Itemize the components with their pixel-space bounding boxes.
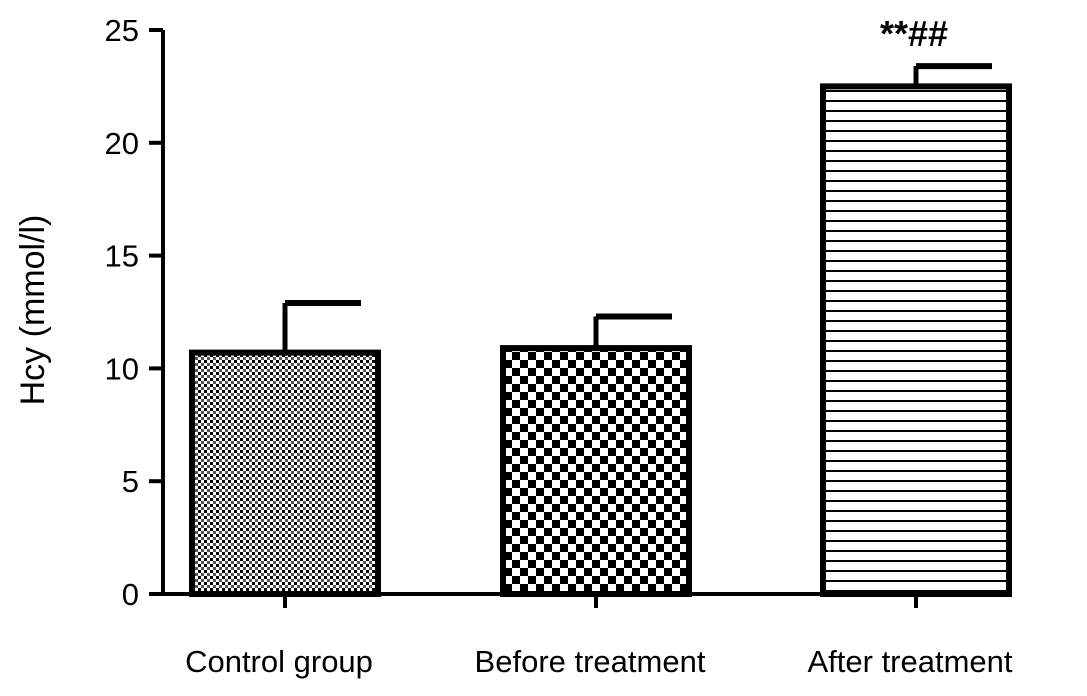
y-tick-label: 5 [122, 464, 139, 499]
y-tick-label: 0 [122, 577, 139, 612]
error-bars [282, 63, 992, 353]
bar-control-group [189, 349, 381, 597]
bar-before-treatment [500, 345, 692, 598]
bars [189, 83, 1012, 598]
y-tick-label: 20 [105, 126, 139, 161]
y-tick-label: 15 [105, 239, 139, 274]
x-category-label: Before treatment [475, 644, 706, 679]
x-category-label: After treatment [807, 644, 1012, 679]
significance-marker: **## [880, 13, 948, 54]
x-category-label: Control group [185, 644, 373, 679]
y-tick-label: 10 [105, 351, 139, 386]
significance-annotations: **## [880, 13, 948, 54]
y-axis-title: Hcy (mmol/l) [14, 215, 52, 406]
x-axis: Control group Before treatment After treat… [161, 592, 1013, 679]
bar-after-treatment [820, 83, 1012, 598]
y-axis: 0 5 10 15 20 25 [105, 13, 165, 612]
y-tick-label: 25 [105, 13, 139, 48]
